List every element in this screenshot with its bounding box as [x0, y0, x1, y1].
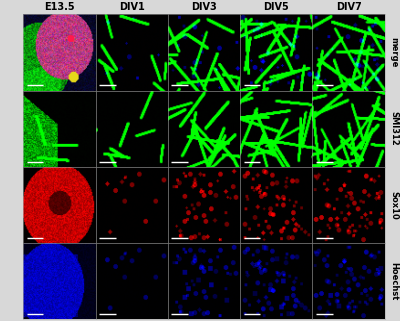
Text: E13.5: E13.5	[44, 2, 75, 12]
Text: Sox10: Sox10	[390, 191, 398, 220]
Text: merge: merge	[390, 37, 398, 68]
Text: DIV3: DIV3	[191, 2, 217, 12]
Text: Hoechst: Hoechst	[390, 262, 398, 300]
Text: SMI312: SMI312	[390, 111, 398, 146]
Text: DIV5: DIV5	[264, 2, 289, 12]
Text: DIV1: DIV1	[119, 2, 144, 12]
Text: DIV7: DIV7	[336, 2, 362, 12]
